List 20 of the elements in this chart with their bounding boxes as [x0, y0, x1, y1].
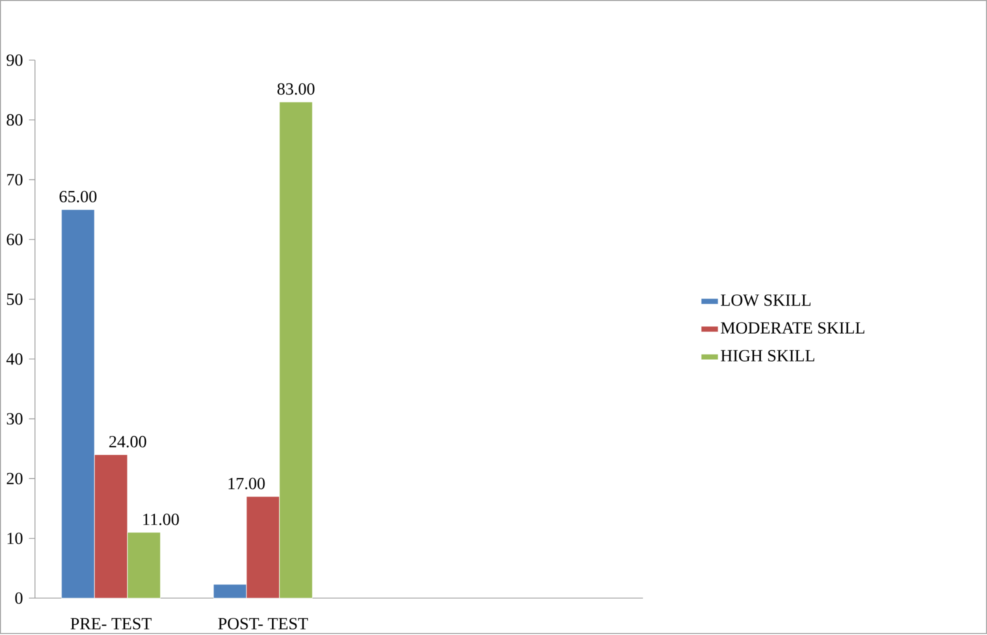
- legend-label: HIGH SKILL: [720, 350, 814, 362]
- x-tick-label: PRE- TEST: [70, 618, 152, 630]
- legend-label: MODERATE SKILL: [720, 322, 864, 334]
- y-tick-label: 50: [7, 293, 22, 305]
- y-tick-label: 60: [6, 234, 22, 246]
- data-label: 65.00: [60, 190, 96, 202]
- y-tick-label: 20: [6, 472, 22, 484]
- data-label: 17.00: [228, 478, 265, 490]
- y-tick-label: 0: [15, 592, 22, 604]
- y-tick-label: 70: [7, 174, 22, 186]
- data-label: 83.00: [277, 83, 314, 95]
- data-label: 24.00: [109, 436, 146, 448]
- y-tick-label: 30: [6, 413, 22, 425]
- y-tick-label: 10: [8, 532, 22, 544]
- y-tick-label: 80: [6, 114, 22, 126]
- data-label: 11.00: [143, 514, 179, 526]
- y-tick-label: 40: [6, 353, 22, 365]
- legend-label: LOW SKILL: [720, 294, 810, 306]
- x-tick-label: POST- TEST: [218, 618, 308, 630]
- y-tick-label: 90: [6, 54, 22, 66]
